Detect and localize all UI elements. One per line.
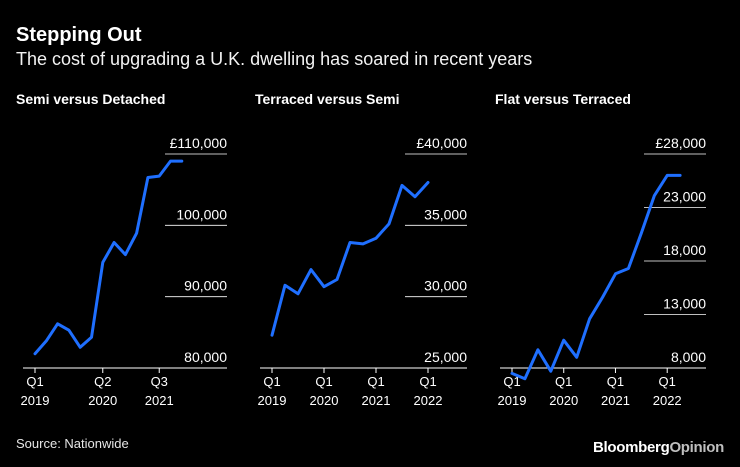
x-tick-label-year: 2020 <box>310 393 339 408</box>
x-tick-label-year: 2021 <box>362 393 391 408</box>
x-tick-label-quarter: Q1 <box>315 374 332 389</box>
y-tick-label: 13,000 <box>663 296 706 312</box>
chart-subtitle: The cost of upgrading a U.K. dwelling ha… <box>16 49 533 69</box>
x-tick-label-year: 2022 <box>653 393 682 408</box>
x-tick-label-year: 2020 <box>88 393 117 408</box>
x-tick-label-quarter: Q1 <box>659 374 676 389</box>
x-tick-label-quarter: Q3 <box>151 374 168 389</box>
y-tick-label: 35,000 <box>424 206 467 222</box>
x-tick-label-year: 2021 <box>601 393 630 408</box>
x-tick-label-quarter: Q2 <box>94 374 111 389</box>
panel-title-terraced-semi: Terraced versus Semi <box>255 91 400 107</box>
series-line <box>270 181 430 337</box>
chart-title: Stepping Out <box>16 24 142 46</box>
y-tick-label: 18,000 <box>663 242 706 258</box>
y-tick-label: 30,000 <box>424 278 467 294</box>
x-tick-label-quarter: Q1 <box>263 374 280 389</box>
x-tick-label-quarter: Q1 <box>26 374 43 389</box>
x-tick-label-year: 2019 <box>258 393 287 408</box>
y-tick-label: £110,000 <box>170 135 228 151</box>
series-line <box>510 173 682 381</box>
x-tick-label-quarter: Q1 <box>555 374 572 389</box>
y-tick-label: £28,000 <box>655 135 706 151</box>
y-tick-label: 80,000 <box>184 349 227 365</box>
y-tick-label: 8,000 <box>671 349 706 365</box>
x-tick-label-year: 2020 <box>549 393 578 408</box>
x-tick-label-year: 2021 <box>145 393 174 408</box>
brand-sub: Opinion <box>669 439 724 456</box>
y-tick-label: 23,000 <box>663 189 706 205</box>
bloomberg-opinion-logo: BloombergOpinion <box>593 439 724 457</box>
x-tick-label-quarter: Q1 <box>419 374 436 389</box>
y-tick-label: 25,000 <box>424 349 467 365</box>
y-tick-label: 100,000 <box>176 206 227 222</box>
brand-main: Bloomberg <box>592 439 670 456</box>
y-tick-label: 90,000 <box>184 278 227 294</box>
x-tick-label-year: 2019 <box>21 393 50 408</box>
x-tick-label-year: 2022 <box>414 393 443 408</box>
y-tick-label: £40,000 <box>416 135 467 151</box>
source-note: Source: Nationwide <box>16 436 129 451</box>
x-tick-label-quarter: Q1 <box>367 374 384 389</box>
panel-title-semi-detached: Semi versus Detached <box>16 91 166 107</box>
panel-title-flat-terraced: Flat versus Terraced <box>495 91 631 107</box>
x-tick-label-quarter: Q1 <box>503 374 520 389</box>
series-line <box>33 159 184 356</box>
x-tick-label-quarter: Q1 <box>607 374 624 389</box>
x-tick-label-year: 2019 <box>498 393 527 408</box>
